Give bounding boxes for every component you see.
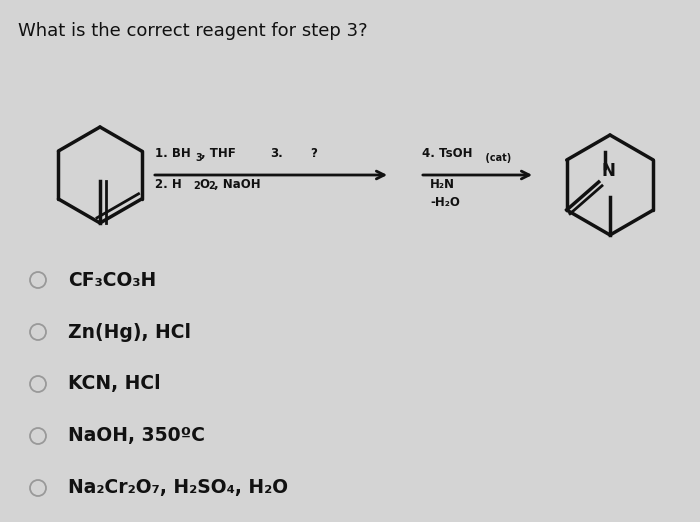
Text: KCN, HCl: KCN, HCl [68, 374, 160, 394]
Text: O: O [199, 178, 209, 191]
Text: 3: 3 [195, 153, 202, 163]
Text: (cat): (cat) [482, 153, 511, 163]
Text: 2. H: 2. H [155, 178, 182, 191]
Text: 2: 2 [193, 181, 199, 191]
Text: NaOH, 350ºC: NaOH, 350ºC [68, 426, 205, 445]
Text: H₂N: H₂N [430, 178, 455, 191]
Text: 2: 2 [208, 181, 215, 191]
Text: CF₃CO₃H: CF₃CO₃H [68, 270, 156, 290]
Text: What is the correct reagent for step 3?: What is the correct reagent for step 3? [18, 22, 368, 40]
Text: Zn(Hg), HCl: Zn(Hg), HCl [68, 323, 191, 341]
Text: , NaOH: , NaOH [214, 178, 260, 191]
Text: 1. BH: 1. BH [155, 147, 190, 160]
Text: 3.: 3. [270, 147, 283, 160]
Text: Na₂Cr₂O₇, H₂SO₄, H₂O: Na₂Cr₂O₇, H₂SO₄, H₂O [68, 479, 288, 497]
Text: ?: ? [310, 147, 317, 160]
Text: N: N [602, 162, 615, 180]
Text: 4. TsOH: 4. TsOH [422, 147, 472, 160]
Text: , THF: , THF [201, 147, 236, 160]
Text: -H₂O: -H₂O [430, 196, 460, 209]
